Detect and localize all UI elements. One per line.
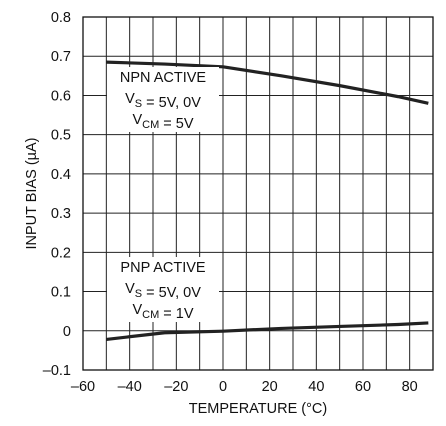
- annotation-line: VS = 5V, 0V: [125, 281, 201, 301]
- annotation-text: = 5V, 0V: [142, 95, 201, 111]
- annotation-line: VCM = 1V: [132, 302, 193, 322]
- annotation-subscript: S: [135, 288, 142, 300]
- y-tick-label: 0.3: [51, 206, 71, 222]
- x-tick-label: 80: [402, 379, 418, 395]
- annotation-text: = 1V: [159, 306, 194, 322]
- plot-frame: [82, 16, 434, 371]
- annotation-background: [107, 257, 219, 322]
- x-tick-label: 40: [308, 379, 324, 395]
- y-tick-label: 0: [63, 324, 71, 340]
- x-tick-label: 60: [355, 379, 371, 395]
- x-tick-label: 20: [262, 379, 278, 395]
- series-line-2: [106, 321, 429, 341]
- y-axis-title: INPUT BIAS (µA): [24, 137, 40, 249]
- y-tick-label: 0.4: [51, 167, 71, 183]
- annotation-background: [107, 67, 219, 132]
- x-axis-title: TEMPERATURE (°C): [189, 401, 327, 417]
- y-tick-label: 0.1: [51, 285, 71, 301]
- annotation-subscript: S: [135, 98, 142, 110]
- plot-grid: [83, 17, 433, 370]
- x-tick-label: –40: [118, 379, 142, 395]
- annotation-text: V: [132, 112, 142, 128]
- annotation-subscript: CM: [142, 309, 159, 321]
- y-tick-label: 0.8: [51, 10, 71, 26]
- y-tick-label: 0.5: [51, 128, 71, 144]
- annotation-text: V: [132, 302, 142, 318]
- series-line-1: [106, 60, 429, 105]
- y-tick-label: –0.1: [43, 363, 71, 379]
- x-tick-label: 0: [219, 379, 227, 395]
- y-tick-label: 0.2: [51, 245, 71, 261]
- y-tick-labels: –0.1 0 0.1 0.2 0.3 0.4 0.5 0.6 0.7 0.8: [43, 10, 71, 379]
- annotation-text: NPN ACTIVE: [120, 70, 207, 86]
- annotation-subscript: CM: [142, 119, 159, 131]
- annotation-text: V: [125, 91, 135, 107]
- x-tick-labels: –60 –40 –20 0 20 40 60 80: [71, 379, 418, 395]
- y-tick-label: 0.6: [51, 88, 71, 104]
- annotation-text: PNP ACTIVE: [120, 260, 205, 276]
- y-tick-label: 0.7: [51, 49, 71, 65]
- annotation-text: = 5V, 0V: [142, 285, 201, 301]
- annotation-line: VS = 5V, 0V: [125, 91, 201, 111]
- annotation-line: VCM = 5V: [132, 112, 193, 132]
- series-lines: [106, 60, 429, 341]
- annotation-line: NPN ACTIVE: [120, 70, 207, 86]
- annotation-text: V: [125, 281, 135, 297]
- x-tick-label: –60: [71, 379, 95, 395]
- annotation-text: = 5V: [159, 116, 194, 132]
- annotation-line: PNP ACTIVE: [120, 260, 205, 276]
- x-tick-label: –20: [164, 379, 188, 395]
